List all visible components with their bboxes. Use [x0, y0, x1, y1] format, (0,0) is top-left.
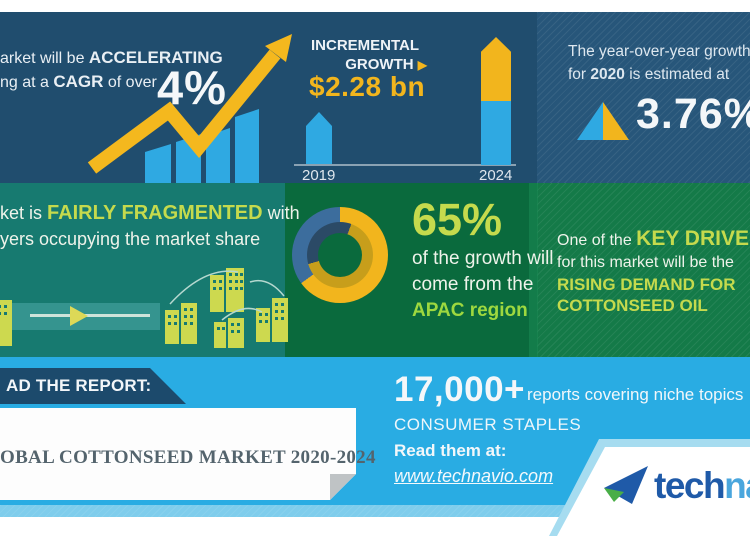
- technavio-logo: technavio: [604, 464, 750, 508]
- incremental-label-line2: GROWTH: [345, 56, 414, 73]
- key-drivers-bold: KEY DRIVERS: [636, 227, 750, 250]
- key-drivers-prefix: One of the: [557, 232, 637, 249]
- buildings-illustration: [0, 268, 288, 348]
- reports-count: 17,000+: [394, 370, 525, 409]
- report-title-card: [0, 408, 356, 500]
- tick-label-2024: 2024: [479, 167, 513, 184]
- logo-arrow-icon: [604, 466, 648, 504]
- tick-label-2019: 2019: [302, 167, 336, 184]
- key-drivers-line2: for this market will be the: [557, 254, 734, 271]
- key-drivers-statement: One of the KEY DRIVERS for this market w…: [557, 228, 750, 316]
- donut-chart: [292, 207, 388, 303]
- bar-2024-growth-segment: [481, 37, 511, 101]
- report-title: OBAL COTTONSEED MARKET 2020-2024: [0, 447, 376, 468]
- apac-line2: come from the: [412, 274, 534, 295]
- report-url-link[interactable]: www.technavio.com: [394, 466, 554, 486]
- panel-yoy-growth: [537, 12, 750, 183]
- read-report-banner: [0, 368, 186, 404]
- fragmentation-statement: ket is FAIRLY FRAGMENTED with yers occup…: [0, 200, 300, 252]
- yoy-line1: The year-over-year growth: [568, 43, 750, 60]
- apac-line1: of the growth will: [412, 248, 554, 269]
- yoy-value: 3.76%: [636, 90, 750, 138]
- read-them-at-label: Read them at:: [394, 441, 507, 460]
- incremental-label-line1: INCREMENTAL: [311, 37, 420, 54]
- panel-divider: [529, 183, 538, 357]
- yoy-line2-prefix: for: [568, 66, 591, 83]
- cagr-line2-text: ng at a: [0, 74, 54, 91]
- donut-hole: [318, 233, 362, 277]
- cagr-line1-bold: ACCELERATING: [88, 48, 223, 67]
- logo-wordmark-light: navio: [724, 465, 750, 506]
- category-label: CONSUMER STAPLES: [394, 415, 582, 434]
- pointer-arrow-icon: ▶: [417, 58, 427, 72]
- apac-share-value: 65%: [412, 194, 503, 245]
- key-drivers-line4: COTTONSEED OIL: [557, 296, 708, 315]
- bar-chart-trend-arrow-icon: [87, 34, 292, 183]
- incremental-growth-value: $2.28 bn: [309, 71, 426, 102]
- apac-statement: of the growth will come from the APAC re…: [412, 246, 554, 324]
- cagr-statement: arket will be ACCELERATING ng at a CAGR …: [0, 46, 223, 94]
- incremental-growth-label: INCREMENTAL GROWTH ▶: [311, 36, 427, 75]
- key-drivers-line3: RISING DEMAND FOR: [557, 275, 736, 294]
- yoy-line2-suffix: is estimated at: [624, 66, 730, 83]
- yoy-statement: The year-over-year growth for 2020 is es…: [568, 40, 750, 86]
- bar-2024-base-segment: [481, 101, 511, 165]
- growth-triangle-icon: [577, 102, 629, 140]
- fragmentation-line1-bold: FAIRLY FRAGMENTED: [47, 202, 263, 224]
- bar-2024: [481, 37, 511, 165]
- read-report-label: AD THE REPORT:: [6, 376, 152, 395]
- reports-count-note: reports covering niche topics: [527, 385, 744, 404]
- cagr-line1-text: arket will be: [0, 50, 89, 67]
- fragmentation-line1-suffix: with: [262, 203, 300, 223]
- logo-wordmark-dark: tech: [654, 465, 726, 506]
- fragmentation-line1-prefix: ket is: [0, 203, 48, 223]
- yoy-line2-year: 2020: [590, 66, 625, 83]
- apac-region-label: APAC region: [412, 300, 528, 321]
- cagr-line2-suffix: of over: [103, 74, 157, 91]
- panel-key-drivers: [537, 183, 750, 357]
- cagr-line2-bold: CAGR: [53, 72, 104, 91]
- axis-baseline: [294, 164, 516, 166]
- fragmentation-line2: yers occupying the market share: [0, 229, 261, 249]
- logo-wordmark: technavio: [654, 464, 750, 508]
